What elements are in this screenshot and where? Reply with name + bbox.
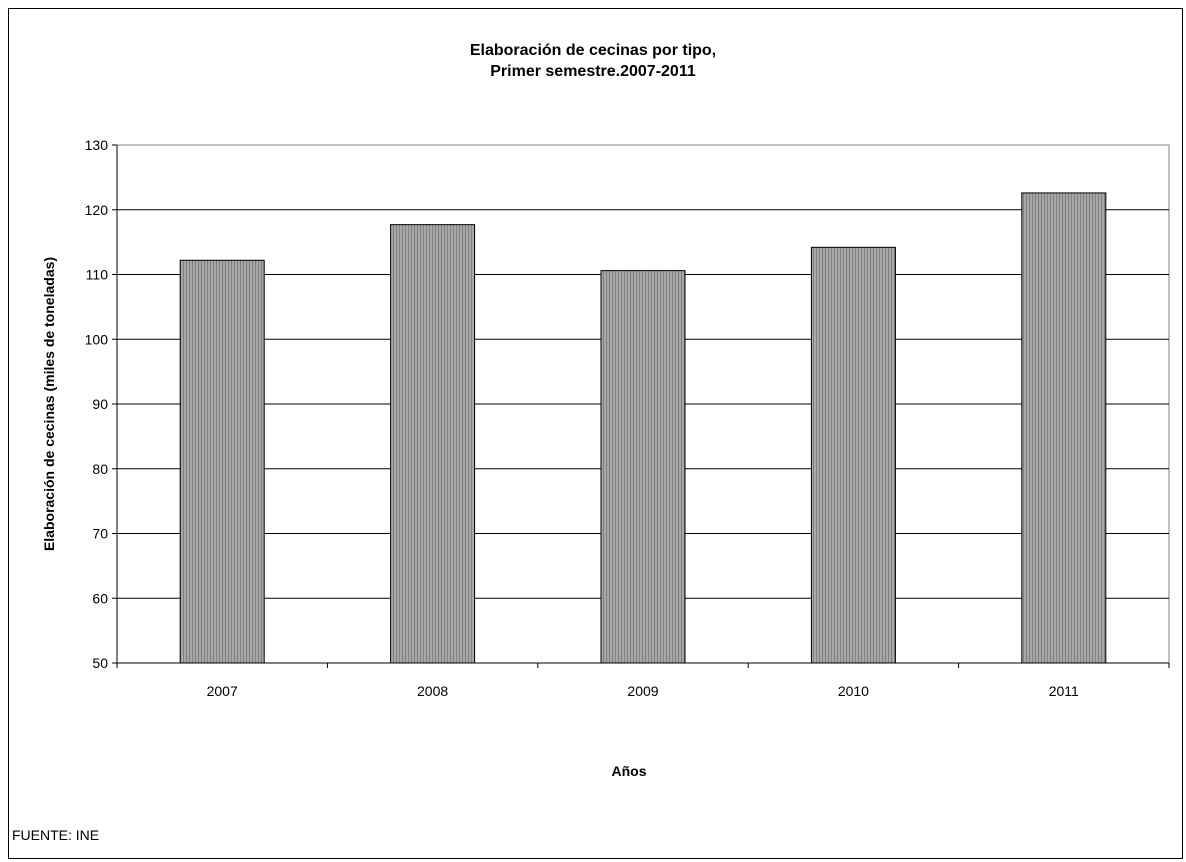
x-tick-label: 2007 <box>207 683 238 699</box>
y-tick-label: 50 <box>92 655 108 671</box>
chart-title-line1: Elaboración de cecinas por tipo, <box>469 42 717 59</box>
chart-frame <box>8 8 1183 859</box>
source-note: FUENTE: INE <box>12 827 100 843</box>
y-tick-label: 90 <box>92 396 108 412</box>
x-tick-label: 2009 <box>627 683 658 699</box>
chart-title: Elaboración de cecinas por tipo, Primer … <box>0 40 1186 82</box>
x-tick-label: 2011 <box>1049 683 1079 699</box>
bar-2008 <box>390 224 476 664</box>
y-tick-label: 80 <box>92 461 108 477</box>
chart-subtitle: Primer semestre.2007-2011 <box>490 63 696 80</box>
bar-2010 <box>810 246 896 664</box>
y-tick-label: 100 <box>85 331 109 347</box>
x-tick-label: 2008 <box>417 683 448 699</box>
x-axis-title: Años <box>612 763 647 779</box>
y-tick-label: 60 <box>92 590 108 606</box>
y-tick-label: 110 <box>86 267 109 283</box>
bar-2007 <box>179 259 265 664</box>
y-axis-title: Elaboración de cecinas (miles de tonelad… <box>41 257 57 551</box>
y-tick-label: 70 <box>92 526 108 542</box>
y-tick-label: 130 <box>85 137 109 153</box>
y-tick-label: 120 <box>85 202 109 218</box>
x-tick-label: 2010 <box>838 683 869 699</box>
bar-2009 <box>600 270 686 664</box>
bar-2011 <box>1021 192 1107 664</box>
